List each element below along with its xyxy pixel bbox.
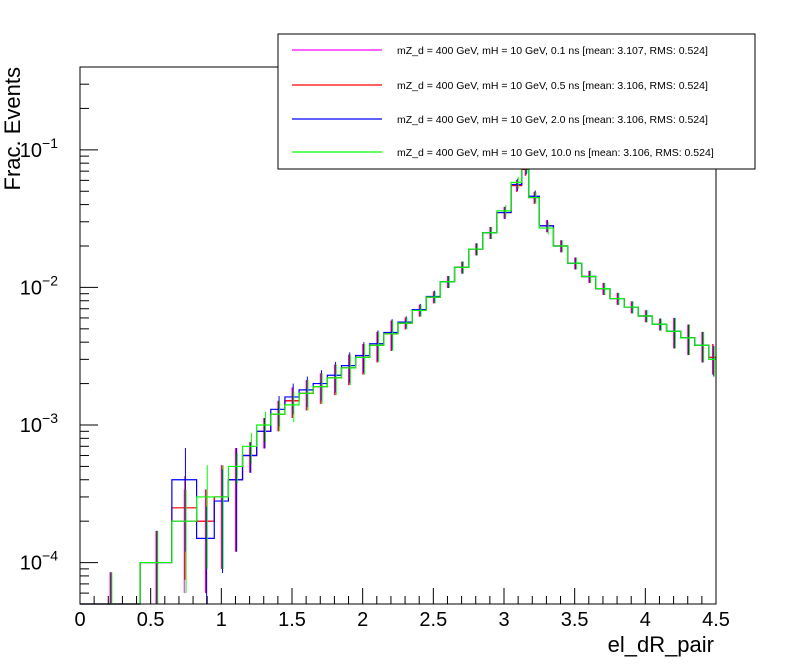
legend-box: [277, 33, 756, 170]
x-axis-title: el_dR_pair: [608, 632, 714, 657]
y-tick-label: 10−2: [20, 272, 58, 299]
x-tick-label: 2.5: [419, 609, 447, 631]
x-axis: 0 0.5 1 1.5 2 2.5 3 3.5 4 4.5: [74, 588, 730, 631]
x-tick-label: 1: [216, 609, 227, 631]
x-tick-label: 1.5: [278, 609, 306, 631]
x-tick-label: 3.5: [561, 609, 589, 631]
legend-entry-label: mZ_d = 400 GeV, mH = 10 GeV, 0.1 ns [mea…: [397, 45, 708, 57]
legend-entry-label: mZ_d = 400 GeV, mH = 10 GeV, 0.5 ns [mea…: [397, 80, 708, 92]
y-axis: 10−410−310−210−1: [20, 66, 98, 605]
y-tick-exponent: −3: [42, 410, 58, 426]
y-tick-exponent: −1: [42, 135, 58, 151]
x-tick-label: 0: [74, 609, 85, 631]
y-tick-exponent: −4: [42, 548, 58, 564]
x-tick-label: 2: [357, 609, 368, 631]
series-group: [80, 161, 716, 605]
legend-entry-label: mZ_d = 400 GeV, mH = 10 GeV, 10.0 ns [me…: [397, 147, 714, 159]
legend: mZ_d = 400 GeV, mH = 10 GeV, 0.1 ns [mea…: [277, 33, 756, 170]
y-tick-label: 10−1: [20, 135, 58, 162]
y-tick-base: 10: [20, 140, 42, 162]
x-tick-label: 4: [640, 609, 651, 631]
x-tick-label: 0.5: [137, 609, 165, 631]
x-tick-label: 4.5: [702, 609, 730, 631]
y-tick-base: 10: [20, 553, 42, 575]
y-axis-title: Frac. Events: [0, 67, 25, 190]
y-tick-label: 10−3: [20, 410, 58, 437]
y-tick-base: 10: [20, 277, 42, 299]
legend-entry-label: mZ_d = 400 GeV, mH = 10 GeV, 2.0 ns [mea…: [397, 114, 708, 126]
series-layer: [80, 161, 716, 605]
series-line: [80, 166, 716, 605]
y-tick-base: 10: [20, 415, 42, 437]
x-tick-label: 3: [498, 609, 509, 631]
y-tick-label: 10−4: [20, 548, 58, 575]
y-tick-exponent: −2: [42, 272, 58, 288]
